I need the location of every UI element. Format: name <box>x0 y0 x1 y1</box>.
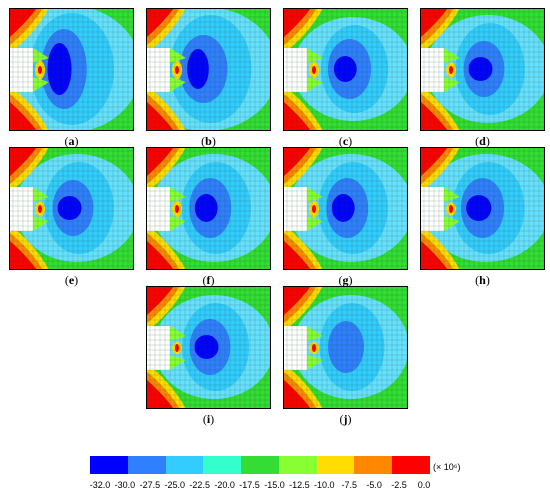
panel-label-c: (c) <box>338 134 353 148</box>
panel-label-e: (e) <box>64 273 79 287</box>
contour-plot-a <box>9 8 134 131</box>
colorbar-tick-label: -15.0 <box>264 480 285 490</box>
contour-panel-j <box>283 286 408 409</box>
colorbar-segment <box>90 456 128 474</box>
contour-plot-g <box>283 147 408 270</box>
panel-letter: d <box>479 134 486 148</box>
colorbar-tick-label: -17.5 <box>239 480 260 490</box>
contour-panel-h <box>420 147 545 270</box>
colorbar-segment <box>127 456 166 474</box>
panel-letter: j <box>343 412 348 426</box>
panel-letter: h <box>479 273 486 287</box>
contour-panel-g <box>283 147 408 270</box>
colorbar-tick-label: -7.5 <box>341 480 357 490</box>
panel-label-d: (d) <box>475 134 490 148</box>
contour-panel-a <box>9 8 134 131</box>
panel-letter: a <box>68 134 75 148</box>
colorbar-ticks: -32.0 -30.0 -27.5 -25.0 -22.5 -20.0 -17.5 -15.0… <box>72 480 452 494</box>
panel-label-f: (f) <box>202 273 215 287</box>
colorbar-tick-label: -5.0 <box>366 480 382 490</box>
colorbar-segment <box>316 456 355 474</box>
contour-plot-d <box>420 8 545 131</box>
contour-plot-b <box>146 8 271 131</box>
contour-panel-c <box>283 8 408 131</box>
colorbar-unit: (× 10⁶) <box>433 462 461 472</box>
colorbar-tick-label: -30.0 <box>114 480 136 490</box>
panel-label-i: (i) <box>202 412 215 426</box>
contour-plot-f <box>146 147 271 270</box>
contour-plot-i <box>146 286 271 409</box>
colorbar-segment <box>278 456 317 474</box>
colorbar-tick-label: -20.0 <box>214 480 235 490</box>
panel-letter: e <box>68 273 75 287</box>
colorbar-tick-label: 0.0 <box>417 480 431 490</box>
panel-label-g: (g) <box>338 273 353 287</box>
panel-letter: b <box>205 134 212 148</box>
panel-letter: g <box>342 273 349 287</box>
colorbar-tick-label: -2.5 <box>391 480 407 490</box>
contour-panel-b <box>146 8 271 131</box>
colorbar-tick-label: -10.0 <box>314 480 335 490</box>
colorbar-segment <box>203 456 242 474</box>
panel-letter: f <box>206 273 211 287</box>
contour-plot-e <box>9 147 134 270</box>
panel-label-h: (h) <box>475 273 490 287</box>
panel-letter: c <box>342 134 349 148</box>
colorbar <box>90 456 430 474</box>
colorbar-segment <box>165 456 204 474</box>
panel-label-b: (b) <box>201 134 216 148</box>
colorbar-segment <box>354 456 393 474</box>
colorbar-tick-label: -22.5 <box>189 480 210 490</box>
contour-panel-d <box>420 8 545 131</box>
colorbar-segment <box>241 456 279 474</box>
contour-plot-h <box>420 147 545 270</box>
colorbar-tick-label: -27.5 <box>139 480 161 490</box>
colorbar-tick-label: -12.5 <box>289 480 310 490</box>
panel-label-a: (a) <box>64 134 79 148</box>
contour-plot-j <box>283 286 408 409</box>
colorbar-tick-label: -32.0 <box>89 480 111 490</box>
contour-panel-i <box>146 286 271 409</box>
contour-plot-c <box>283 8 408 131</box>
colorbar-tick-label: -25.0 <box>164 480 186 490</box>
panel-letter: i <box>206 412 211 426</box>
colorbar-segment <box>392 456 430 474</box>
panel-label-j: (j) <box>339 412 352 426</box>
contour-panel-f <box>146 147 271 270</box>
contour-panel-e <box>9 147 134 270</box>
